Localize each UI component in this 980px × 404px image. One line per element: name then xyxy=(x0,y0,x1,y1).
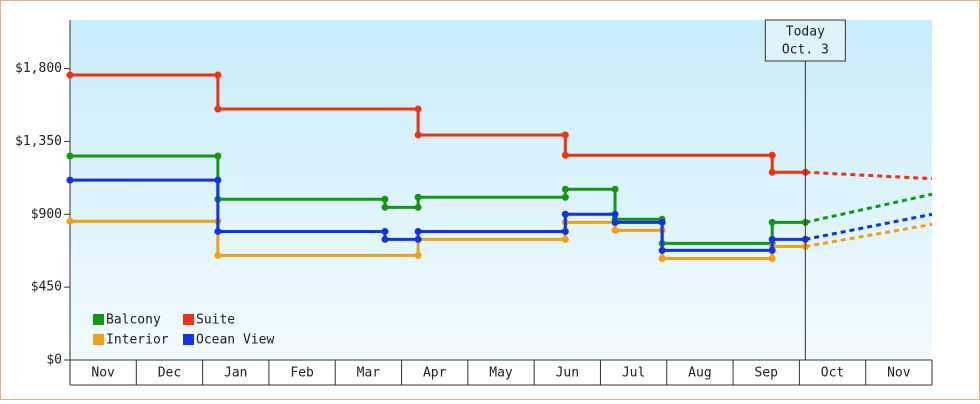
x-tick-label: Feb xyxy=(290,366,314,381)
x-tick-label: Sep xyxy=(754,366,778,381)
legend-label: Suite xyxy=(196,313,235,328)
plot-area xyxy=(70,20,932,360)
forecast-line xyxy=(805,192,933,224)
price-point xyxy=(768,168,776,176)
price-point xyxy=(66,152,74,160)
price-point xyxy=(561,227,569,235)
price-point xyxy=(381,235,389,243)
price-point xyxy=(658,254,666,262)
today-label: Oct. 3 xyxy=(782,43,829,58)
today-box xyxy=(764,19,846,62)
price-point xyxy=(611,218,619,226)
price-point xyxy=(381,195,389,203)
x-tick-label: Jul xyxy=(622,366,645,381)
y-tick-label: $900 xyxy=(31,207,62,222)
price-point xyxy=(414,193,422,201)
price-point xyxy=(658,246,666,254)
price-point xyxy=(561,210,569,218)
forecast-line xyxy=(805,222,933,248)
price-point xyxy=(381,203,389,211)
price-point xyxy=(768,246,776,254)
price-point xyxy=(414,251,422,259)
legend-swatch xyxy=(93,334,104,345)
x-tick-label: Dec xyxy=(158,366,181,381)
x-tick-label: Apr xyxy=(423,366,447,381)
price-point xyxy=(381,227,389,235)
y-tick-label: $1,350 xyxy=(15,134,62,149)
price-point xyxy=(214,176,222,184)
price-point xyxy=(214,251,222,259)
price-point xyxy=(658,218,666,226)
y-tick-label: $0 xyxy=(46,353,62,368)
price-point xyxy=(66,217,74,225)
legend-label: Ocean View xyxy=(196,333,274,348)
price-point xyxy=(561,131,569,139)
price-point xyxy=(414,203,422,211)
price-line xyxy=(70,154,806,245)
x-tick-label: Oct xyxy=(821,366,844,381)
y-tick-label: $450 xyxy=(31,280,62,295)
price-point xyxy=(414,235,422,243)
today-label: Today xyxy=(786,25,825,40)
price-point xyxy=(611,185,619,193)
x-tick-label: Jan xyxy=(224,366,247,381)
x-tick-label: Aug xyxy=(688,366,711,381)
price-point xyxy=(611,210,619,218)
legend-swatch xyxy=(183,314,194,325)
forecast-line xyxy=(805,212,933,241)
price-point xyxy=(414,227,422,235)
y-tick-label: $1,800 xyxy=(15,61,62,76)
price-point xyxy=(214,152,222,160)
x-tick-label: Nov xyxy=(887,366,911,381)
legend-label: Balcony xyxy=(106,313,161,328)
price-point xyxy=(214,105,222,113)
price-point xyxy=(414,105,422,113)
price-point xyxy=(66,176,74,184)
price-point xyxy=(611,226,619,234)
price-point xyxy=(768,151,776,159)
x-tick-label: Mar xyxy=(357,366,381,381)
x-tick-label: Jun xyxy=(556,366,579,381)
price-point xyxy=(66,71,74,79)
price-point xyxy=(414,131,422,139)
price-point xyxy=(214,71,222,79)
legend-label: Interior xyxy=(106,333,169,348)
price-point xyxy=(214,227,222,235)
legend-swatch xyxy=(93,314,104,325)
price-line xyxy=(70,178,806,252)
x-tick-label: May xyxy=(489,366,513,381)
price-point xyxy=(561,185,569,193)
price-line xyxy=(70,73,806,174)
x-tick-label: Nov xyxy=(91,366,115,381)
price-line xyxy=(70,219,806,260)
price-point xyxy=(768,235,776,243)
price-point xyxy=(561,235,569,243)
forecast-line xyxy=(805,170,933,181)
price-point xyxy=(768,218,776,226)
legend-swatch xyxy=(183,334,194,345)
price-point xyxy=(561,151,569,159)
price-point xyxy=(768,254,776,262)
price-point xyxy=(561,193,569,201)
